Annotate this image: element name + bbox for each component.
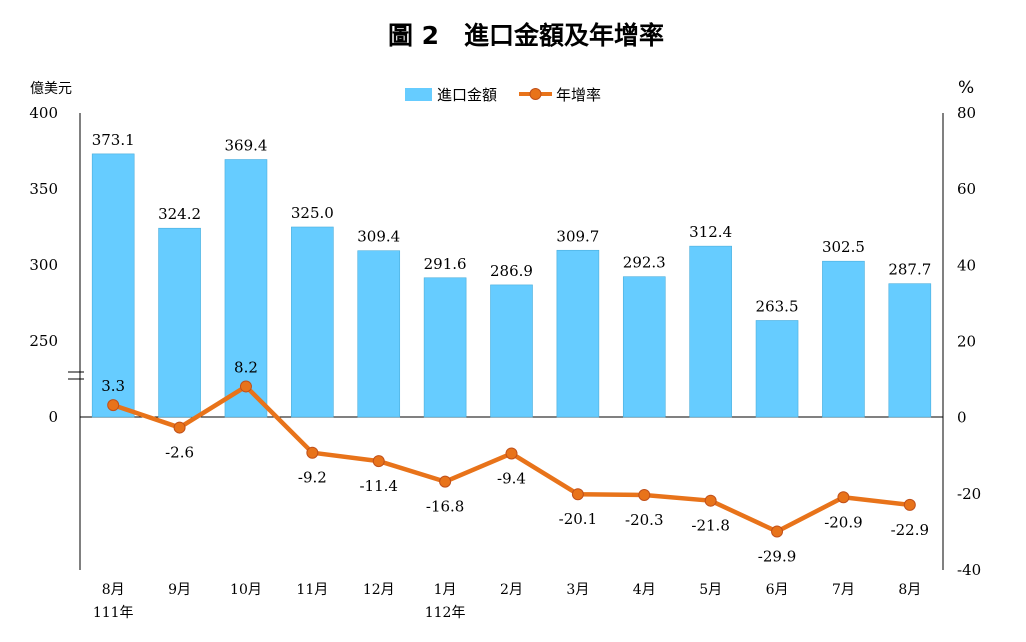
line-marker <box>903 498 916 511</box>
chart-title: 圖 2 進口金額及年增率 <box>388 21 664 50</box>
line-marker <box>439 475 452 488</box>
line-value-label: -20.3 <box>625 511 663 529</box>
line-marker <box>571 488 584 501</box>
left-tick-label: 250 <box>29 332 58 350</box>
legend-line-marker <box>529 88 542 100</box>
bar-value-label: 302.5 <box>822 238 865 256</box>
line-value-label: -16.8 <box>426 498 464 516</box>
bar-value-label: 369.4 <box>224 137 267 155</box>
bar <box>291 226 334 418</box>
line-value-label: -20.9 <box>824 513 862 531</box>
legend-bar-label: 進口金額 <box>437 86 497 104</box>
x-tick-label: 8月 <box>898 582 921 598</box>
bar <box>224 159 268 418</box>
right-axis-unit: % <box>958 78 974 98</box>
right-tick-label: 40 <box>957 256 976 274</box>
bar-value-label: 312.4 <box>689 223 732 241</box>
x-year-label: 112年 <box>425 605 466 621</box>
x-tick-label: 3月 <box>566 582 589 598</box>
bar <box>158 227 201 418</box>
bar-labels: 373.1 324.2 369.4 325.0 309.4 291.6 286.9 309.7… <box>92 131 932 316</box>
bar <box>423 277 467 418</box>
bar-value-label: 286.9 <box>490 262 533 280</box>
bar-value-label: 291.6 <box>424 255 467 273</box>
line-labels: 3.3 -2.6 8.2 -9.2 -11.4 -16.8 -9.4 -20.1 -20.3 -2… <box>101 358 929 565</box>
bar <box>490 284 533 418</box>
x-labels: 8月 9月 10月 11月 12月 1月 2月 3月 4月 5月 6月 7月 8月 111年 112年 <box>93 582 921 621</box>
left-axis-unit: 億美元 <box>30 81 72 97</box>
line-marker <box>505 447 518 460</box>
bar-value-label: 287.7 <box>888 261 931 279</box>
bar-value-label: 292.3 <box>623 254 666 272</box>
line-value-label: -29.9 <box>758 548 796 566</box>
line-value-label: -9.4 <box>497 469 526 487</box>
legend-line-label: 年增率 <box>556 86 601 104</box>
line-value-label: -2.6 <box>165 444 194 462</box>
line-series <box>107 380 916 538</box>
x-tick-label: 8月 <box>102 582 125 598</box>
bar <box>755 320 799 418</box>
x-tick-label: 2月 <box>500 582 523 598</box>
x-tick-label: 6月 <box>766 582 789 598</box>
right-tick-label: 80 <box>957 104 976 122</box>
left-tick-label: 350 <box>29 180 58 198</box>
x-tick-label: 12月 <box>363 582 395 598</box>
bar-value-label: 325.0 <box>291 204 334 222</box>
line-marker <box>306 446 319 459</box>
legend: 進口金額 年增率 <box>405 86 601 104</box>
right-tick-label: 60 <box>957 180 976 198</box>
line-value-label: 8.2 <box>234 358 258 376</box>
x-tick-label: 9月 <box>168 582 191 598</box>
line-value-label: -9.2 <box>298 469 327 487</box>
line-marker <box>771 525 784 538</box>
bar <box>622 276 666 418</box>
x-tick-label: 4月 <box>633 582 656 598</box>
axes: 400 350 300 250 0 80 60 40 20 0 -20 -40 <box>29 104 981 579</box>
bar <box>556 249 600 418</box>
bar <box>888 283 932 418</box>
right-tick-label: 0 <box>957 409 967 427</box>
bars <box>91 153 932 418</box>
bar-value-label: 324.2 <box>158 205 201 223</box>
line-marker <box>372 455 385 468</box>
bar-value-label: 263.5 <box>756 297 799 315</box>
line-marker <box>704 494 717 507</box>
bar <box>689 245 732 418</box>
line-marker <box>107 399 120 412</box>
line-value-label: -11.4 <box>359 477 397 495</box>
right-tick-label: -40 <box>957 561 981 579</box>
bar-value-label: 309.7 <box>556 227 599 245</box>
bar-value-label: 373.1 <box>92 131 135 149</box>
bar-value-label: 309.4 <box>357 228 400 246</box>
line-value-label: 3.3 <box>101 377 125 395</box>
line-value-label: -22.9 <box>891 521 929 539</box>
x-tick-label: 5月 <box>699 582 722 598</box>
left-tick-label: 0 <box>48 408 58 426</box>
line-marker <box>638 488 651 501</box>
x-tick-label: 10月 <box>230 582 262 598</box>
bar <box>357 250 401 418</box>
left-tick-label: 400 <box>29 104 58 122</box>
x-tick-label: 1月 <box>434 582 457 598</box>
line-value-label: -20.1 <box>559 510 597 528</box>
line-marker <box>173 421 186 434</box>
legend-bar-swatch <box>405 88 432 101</box>
line-marker <box>239 380 252 393</box>
x-year-label: 111年 <box>93 605 134 621</box>
bar <box>822 260 865 418</box>
left-tick-label: 300 <box>29 256 58 274</box>
x-tick-label: 11月 <box>296 582 328 598</box>
right-tick-label: 20 <box>957 333 976 351</box>
line-value-label: -21.8 <box>691 517 729 535</box>
line-marker <box>837 491 850 504</box>
bar <box>91 153 135 418</box>
x-tick-label: 7月 <box>832 582 855 598</box>
right-tick-label: -20 <box>957 485 981 503</box>
